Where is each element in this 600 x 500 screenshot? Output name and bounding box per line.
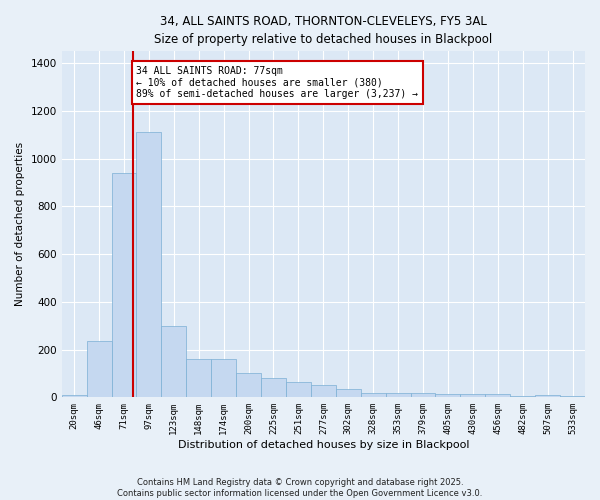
Title: 34, ALL SAINTS ROAD, THORNTON-CLEVELEYS, FY5 3AL
Size of property relative to de: 34, ALL SAINTS ROAD, THORNTON-CLEVELEYS,…: [154, 15, 493, 46]
Bar: [286, 382, 311, 398]
Bar: [186, 359, 211, 398]
Y-axis label: Number of detached properties: Number of detached properties: [15, 142, 25, 306]
Bar: [336, 389, 361, 398]
Bar: [261, 378, 286, 398]
Bar: [236, 374, 261, 398]
Bar: [86, 342, 112, 398]
Bar: [410, 393, 436, 398]
Bar: [136, 132, 161, 398]
Bar: [485, 394, 510, 398]
X-axis label: Distribution of detached houses by size in Blackpool: Distribution of detached houses by size …: [178, 440, 469, 450]
Bar: [460, 394, 485, 398]
Bar: [510, 396, 535, 398]
Text: 34 ALL SAINTS ROAD: 77sqm
← 10% of detached houses are smaller (380)
89% of semi: 34 ALL SAINTS ROAD: 77sqm ← 10% of detac…: [136, 66, 418, 99]
Bar: [62, 395, 86, 398]
Bar: [386, 393, 410, 398]
Bar: [161, 326, 186, 398]
Bar: [112, 173, 136, 398]
Bar: [211, 359, 236, 398]
Bar: [361, 393, 386, 398]
Bar: [311, 386, 336, 398]
Bar: [436, 394, 460, 398]
Text: Contains HM Land Registry data © Crown copyright and database right 2025.
Contai: Contains HM Land Registry data © Crown c…: [118, 478, 482, 498]
Bar: [560, 396, 585, 398]
Bar: [535, 395, 560, 398]
